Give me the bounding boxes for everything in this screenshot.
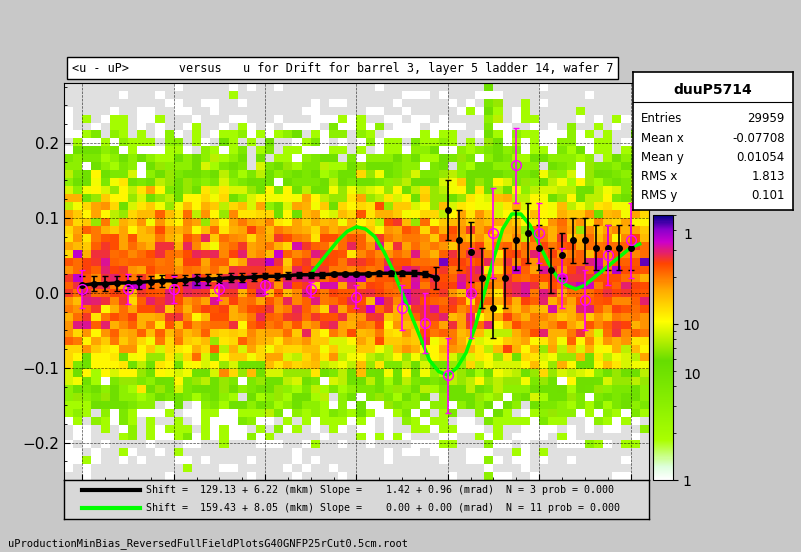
Text: Shift =  129.13 + 6.22 (mkm) Slope =    1.42 + 0.96 (mrad)  N = 3 prob = 0.000: Shift = 129.13 + 6.22 (mkm) Slope = 1.42…	[146, 485, 614, 495]
Text: Mean x: Mean x	[641, 131, 684, 145]
Text: duuP5714: duuP5714	[674, 83, 752, 97]
Text: Mean y: Mean y	[641, 151, 684, 164]
Text: Entries: Entries	[641, 112, 682, 125]
Text: 0.101: 0.101	[751, 189, 785, 203]
Text: RMS x: RMS x	[641, 170, 677, 183]
Text: 0.01054: 0.01054	[737, 151, 785, 164]
Text: uProductionMinBias_ReversedFullFieldPlotsG40GNFP25rCut0.5cm.root: uProductionMinBias_ReversedFullFieldPlot…	[8, 539, 408, 549]
Text: 29959: 29959	[747, 112, 785, 125]
Text: 1: 1	[683, 227, 692, 242]
Text: Shift =  159.43 + 8.05 (mkm) Slope =    0.00 + 0.00 (mrad)  N = 11 prob = 0.000: Shift = 159.43 + 8.05 (mkm) Slope = 0.00…	[146, 503, 620, 513]
Text: RMS y: RMS y	[641, 189, 677, 203]
Text: <u - uP>       versus   u for Drift for barrel 3, layer 5 ladder 14, wafer 7: <u - uP> versus u for Drift for barrel 3…	[72, 62, 614, 75]
Text: -0.07708: -0.07708	[732, 131, 785, 145]
Text: 1.813: 1.813	[751, 170, 785, 183]
Text: 10: 10	[683, 368, 701, 383]
